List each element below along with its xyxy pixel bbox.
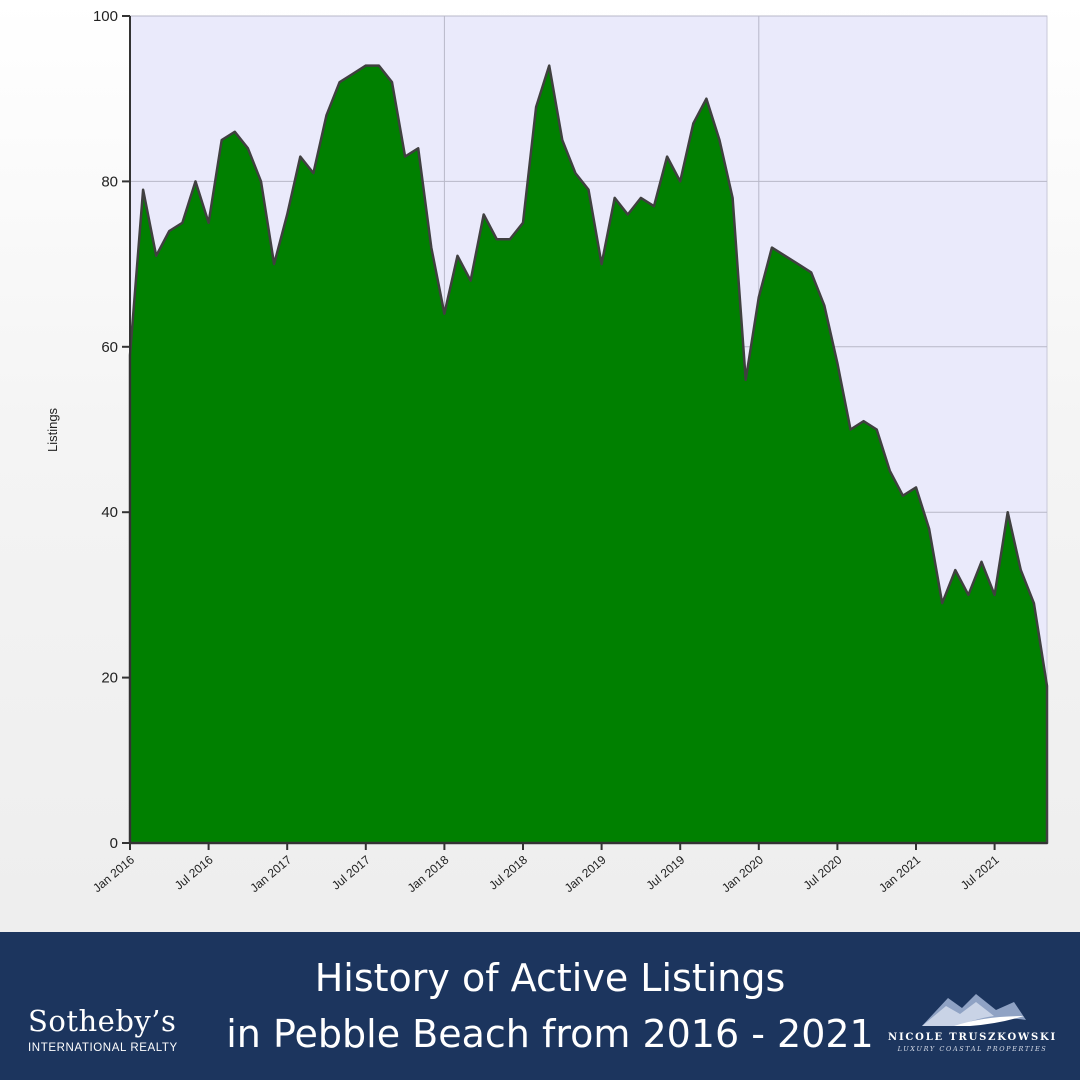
footer-title-line-2: in Pebble Beach from 2016 - 2021 bbox=[226, 1012, 874, 1056]
x-tick-label: Jul 2019 bbox=[644, 852, 688, 892]
y-tick-label: 60 bbox=[101, 339, 118, 356]
y-tick-label: 0 bbox=[110, 835, 118, 852]
active-listings-chart: 0 20 40 60 80 100 Jan 2016 Jul 2016 Jan 2017 Jul… bbox=[45, 8, 1049, 895]
footer-banner: History of Active Listings in Pebble Bea… bbox=[0, 932, 1080, 1080]
footer-title: History of Active Listings in Pebble Bea… bbox=[200, 950, 900, 1062]
x-tick-labels: Jan 2016 Jul 2016 Jan 2017 Jul 2017 Jan 2018… bbox=[90, 852, 1002, 895]
y-tick-label: 40 bbox=[101, 504, 118, 521]
brand-name: Sotheby’s bbox=[28, 1004, 177, 1038]
chart-area: 0 20 40 60 80 100 Jan 2016 Jul 2016 Jan 2017 Jul… bbox=[45, 8, 1049, 895]
y-tick-labels: 0 20 40 60 80 100 bbox=[93, 8, 118, 852]
x-tick-label: Jan 2021 bbox=[876, 853, 923, 896]
y-axis-label: Listings bbox=[45, 407, 60, 452]
axes bbox=[122, 15, 1047, 850]
x-tick-label: Jan 2016 bbox=[90, 853, 137, 896]
agent-logo: NICOLE TRUSZKOWSKI LUXURY COASTAL PROPER… bbox=[880, 990, 1065, 1053]
x-tick-label: Jan 2017 bbox=[247, 853, 294, 896]
x-tick-label: Jul 2017 bbox=[329, 852, 373, 892]
x-tick-label: Jul 2020 bbox=[801, 852, 845, 892]
x-tick-label: Jul 2016 bbox=[172, 852, 216, 892]
x-tick-label: Jul 2018 bbox=[486, 852, 530, 892]
y-tick-label: 20 bbox=[101, 670, 118, 687]
x-tick-label: Jul 2021 bbox=[958, 852, 1002, 892]
listings-area bbox=[128, 64, 1049, 845]
footer-title-line-1: History of Active Listings bbox=[314, 956, 786, 1000]
mountain-wave-icon bbox=[921, 994, 1026, 1026]
brand-subtitle: INTERNATIONAL REALTY bbox=[28, 1042, 178, 1054]
agent-tagline: LUXURY COASTAL PROPERTIES bbox=[897, 1045, 1048, 1053]
y-tick-label: 80 bbox=[101, 173, 118, 190]
x-tick-label: Jan 2018 bbox=[405, 853, 452, 896]
y-tick-label: 100 bbox=[93, 8, 118, 25]
sothebys-logo: Sotheby’s INTERNATIONAL REALTY bbox=[28, 1004, 208, 1054]
agent-name: NICOLE TRUSZKOWSKI bbox=[888, 1032, 1057, 1043]
x-tick-label: Jan 2019 bbox=[562, 853, 609, 896]
x-tick-label: Jan 2020 bbox=[719, 853, 766, 896]
